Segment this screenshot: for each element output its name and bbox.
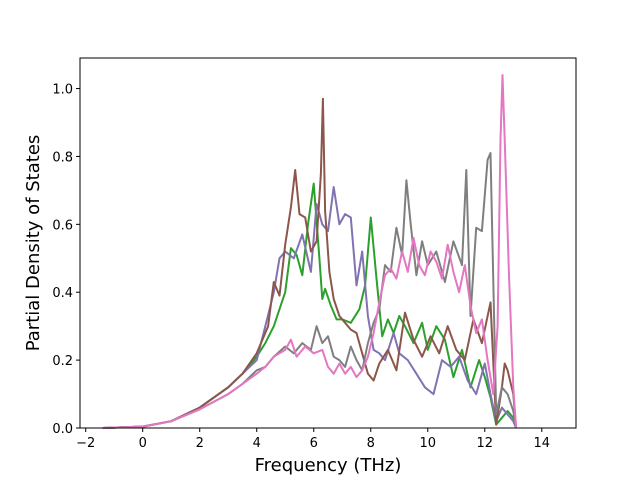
y-tick-label: 0.6 — [52, 218, 73, 233]
series-layer — [102, 74, 518, 429]
series-line-4 — [102, 152, 518, 429]
x-tick-label: 10 — [419, 436, 436, 451]
y-tick-label: 0.2 — [52, 354, 73, 369]
y-tick-label: 0.0 — [52, 422, 73, 437]
y-tick-label: 0.4 — [52, 286, 73, 301]
ticks-layer: −2 0 2 4 6 8 10 12 14 0.0 0.2 0.4 0.6 0.8 1.0 — [52, 83, 550, 451]
series-line-1 — [102, 182, 518, 429]
x-tick-label: 0 — [139, 436, 147, 451]
series-line-3 — [102, 97, 518, 429]
x-tick-label: 4 — [253, 436, 261, 451]
x-tick-label: 6 — [310, 436, 318, 451]
x-tick-label: 14 — [534, 436, 551, 451]
y-tick-label: 0.8 — [52, 150, 73, 165]
series-line-2 — [102, 186, 518, 429]
x-tick-label: 2 — [196, 436, 204, 451]
x-tick-label: −2 — [76, 436, 95, 451]
x-tick-label: 8 — [367, 436, 375, 451]
plot-frame — [79, 57, 577, 429]
y-tick-label: 1.0 — [52, 83, 73, 98]
series-line-5 — [102, 74, 518, 429]
y-axis-label: Partial Density of States — [23, 135, 44, 352]
x-tick-label: 12 — [477, 436, 494, 451]
x-axis-label: Frequency (THz) — [255, 455, 402, 476]
